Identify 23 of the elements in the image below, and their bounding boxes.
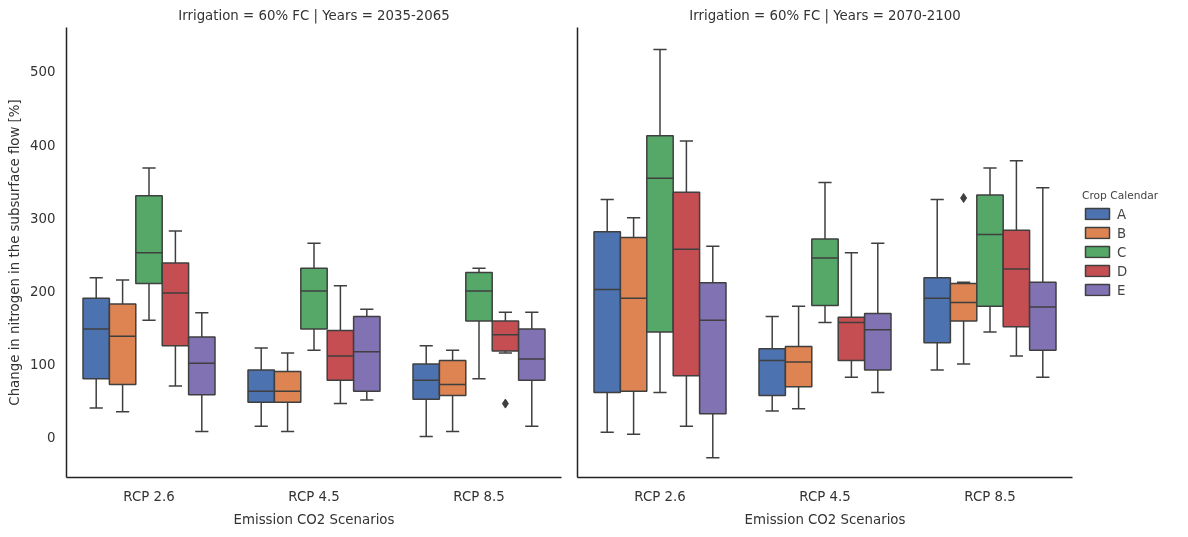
x-axis-title: Emission CO2 Scenarios — [233, 511, 395, 527]
x-tick-label: RCP 8.5 — [453, 488, 505, 504]
x-tick-label: RCP 4.5 — [799, 488, 851, 504]
y-tick-label: 300 — [30, 210, 56, 226]
x-tick-label: RCP 2.6 — [123, 488, 175, 504]
x-axis-title: Emission CO2 Scenarios — [744, 511, 906, 527]
chart-title: Irrigation = 60% FC | Years = 2035-2065 — [178, 7, 450, 24]
x-tick-label: RCP 4.5 — [288, 488, 340, 504]
x-tick-label: RCP 2.6 — [634, 488, 686, 504]
y-tick-label: 100 — [30, 357, 56, 373]
legend-label: E — [1117, 282, 1127, 297]
y-tick-label: 500 — [30, 64, 56, 80]
legend-label: D — [1117, 263, 1129, 278]
legend-title: Crop Calendar — [1082, 188, 1159, 201]
legend-label: C — [1117, 244, 1128, 259]
legend-label: A — [1117, 206, 1128, 221]
y-axis-title: Change in nitrogen in the subsurface flow [%] — [7, 99, 23, 406]
y-tick-label: 0 — [47, 430, 56, 446]
chart-title: Irrigation = 60% FC | Years = 2070-2100 — [689, 7, 961, 24]
legend-label: B — [1117, 225, 1128, 240]
x-tick-label: RCP 8.5 — [964, 488, 1016, 504]
y-tick-label: 200 — [30, 283, 56, 299]
y-tick-label: 400 — [30, 137, 56, 153]
